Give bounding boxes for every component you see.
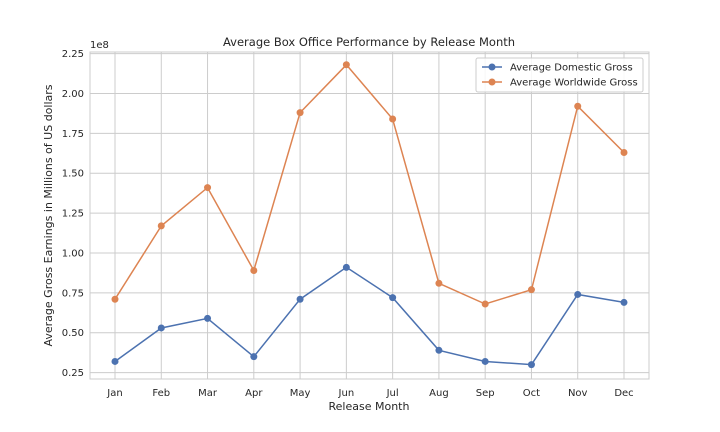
legend-marker: [488, 78, 496, 86]
y-tick-label: 1.50: [62, 169, 84, 180]
x-tick-label: Jun: [338, 388, 355, 399]
series-worldwide: [111, 61, 628, 308]
y-axis-ticks: 0.25 0.50 0.75 1.00 1.25 1.50 1.75 2.00 2.25: [62, 49, 84, 379]
chart-title: Average Box Office Performance by Releas…: [223, 35, 515, 49]
y-tick-label: 2.00: [62, 89, 84, 100]
data-point: [157, 222, 165, 230]
y-tick-label: 0.50: [62, 328, 84, 339]
data-point: [620, 298, 628, 306]
y-tick-label: 1.25: [62, 209, 84, 220]
x-tick-label: Nov: [568, 388, 588, 399]
y-tick-label: 1.75: [62, 129, 84, 140]
y-axis-label: Average Gross Earnings in Millions of US…: [42, 84, 55, 346]
x-tick-label: Oct: [523, 388, 540, 399]
x-axis-label: Release Month: [329, 400, 410, 413]
legend-entry: Average Worldwide Gross: [482, 78, 638, 89]
data-point: [527, 286, 535, 294]
legend-label: Average Domestic Gross: [510, 63, 633, 74]
data-point: [527, 361, 535, 369]
data-point: [481, 300, 489, 308]
data-point: [111, 295, 119, 303]
series-layer: [111, 61, 628, 369]
data-point: [574, 102, 582, 110]
y-tick-label: 1.00: [62, 248, 84, 259]
data-point: [296, 295, 304, 303]
data-point: [435, 346, 443, 354]
data-point: [111, 357, 119, 365]
x-tick-label: Jan: [106, 388, 122, 399]
x-tick-label: Apr: [245, 388, 263, 399]
x-tick-label: Mar: [198, 388, 218, 399]
legend-label: Average Worldwide Gross: [510, 78, 638, 89]
x-axis-ticks: Jan Feb Mar Apr May Jun Jul Aug Sep Oct Nov Dec: [106, 388, 633, 399]
data-point: [389, 115, 397, 123]
y-tick-label: 0.25: [62, 368, 84, 379]
data-point: [342, 61, 350, 69]
x-tick-label: Aug: [429, 388, 449, 399]
data-point: [204, 314, 212, 322]
x-tick-label: Dec: [614, 388, 633, 399]
y-offset-label: 1e8: [90, 40, 109, 51]
legend-entry: Average Domestic Gross: [482, 63, 633, 74]
data-point: [250, 353, 258, 361]
plot-area: [89, 51, 650, 380]
y-tick-label: 0.75: [62, 288, 84, 299]
x-tick-label: Jul: [386, 388, 399, 399]
data-point: [250, 267, 258, 275]
x-tick-label: May: [290, 388, 311, 399]
legend-marker: [488, 63, 496, 71]
data-point: [620, 148, 628, 156]
data-point: [342, 263, 350, 271]
legend: Average Domestic Gross Average Worldwide …: [475, 57, 644, 93]
data-point: [481, 357, 489, 365]
data-point: [389, 294, 397, 302]
x-tick-label: Feb: [152, 388, 170, 399]
data-point: [296, 109, 304, 117]
grid: [90, 52, 649, 379]
y-tick-label: 2.25: [62, 49, 84, 60]
series-line: [114, 266, 625, 366]
series-line: [114, 63, 625, 305]
data-point: [435, 279, 443, 287]
data-point: [574, 290, 582, 298]
data-point: [157, 324, 165, 332]
legend-box: [475, 57, 644, 93]
data-point: [204, 184, 212, 192]
series-domestic: [111, 263, 628, 369]
x-tick-label: Sep: [476, 388, 495, 399]
